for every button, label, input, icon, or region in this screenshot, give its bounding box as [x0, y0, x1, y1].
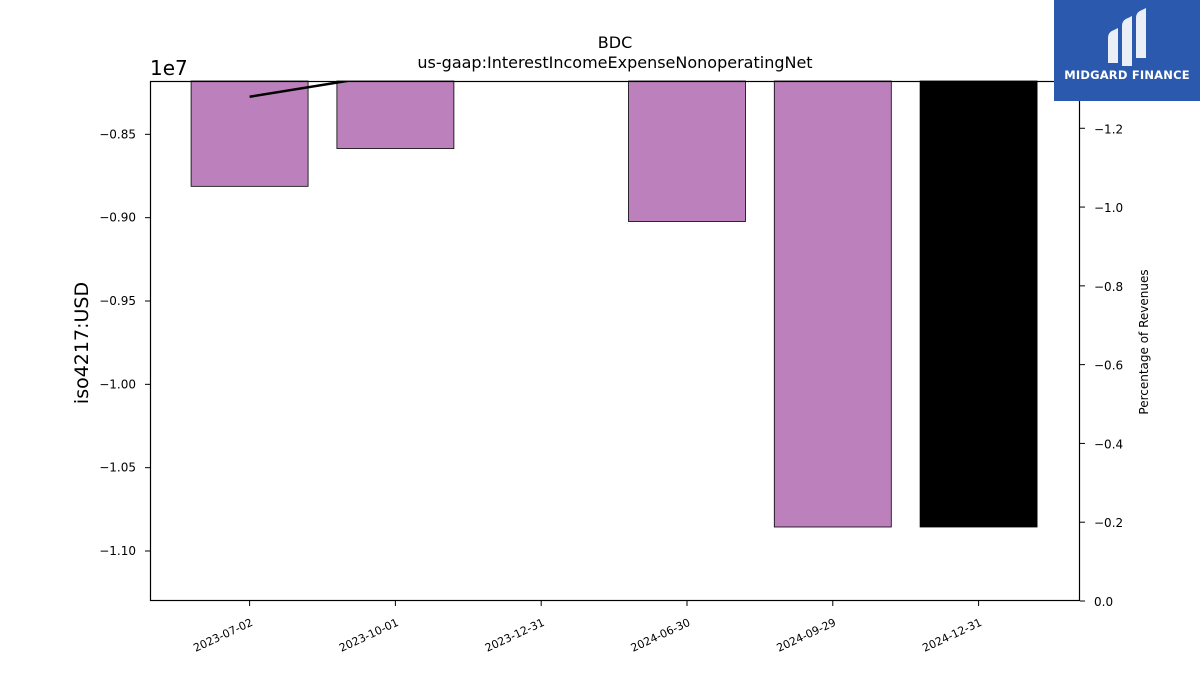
y-tick-label: −0.95 — [99, 294, 136, 308]
bar-2023-10-01 — [336, 80, 455, 149]
y-tick-label: −1.00 — [99, 377, 136, 391]
chart-title: BDC — [598, 33, 632, 52]
y-axis-label: iso4217:USD — [71, 282, 93, 404]
bar-2023-07-02 — [190, 80, 309, 187]
chart-subtitle: us-gaap:InterestIncomeExpenseNonoperatin… — [417, 53, 812, 72]
bar-2024-12-31 — [919, 80, 1038, 528]
x-tick-label: 2023-07-02 — [191, 616, 254, 655]
bar-2024-06-30 — [628, 80, 746, 222]
y2-tick-label: 0.0 — [1094, 595, 1113, 609]
x-tick-label: 2024-09-29 — [775, 616, 838, 655]
y-tick-label: −1.05 — [99, 461, 136, 475]
y2-tick-label: −1.0 — [1094, 201, 1123, 215]
x-tick-label: 2024-06-30 — [629, 616, 692, 655]
y2-tick-label: −0.6 — [1094, 359, 1123, 373]
company-logo: MIDGARD FINANCE — [1054, 0, 1200, 101]
y2-axis-label: Percentage of Revenues — [1137, 269, 1151, 414]
y-tick-label: −0.85 — [99, 127, 136, 141]
revenue-percentage-line — [249, 81, 355, 98]
y2-tick-label: −0.2 — [1094, 516, 1123, 530]
y2-tick-label: −0.8 — [1094, 280, 1123, 294]
y-tick-label: −1.10 — [99, 544, 136, 558]
logo-text: MIDGARD FINANCE — [1064, 68, 1190, 82]
x-tick-label: 2023-10-01 — [337, 616, 400, 655]
bar-2024-09-29 — [773, 80, 892, 528]
y-axis-offset-label: 1e7 — [150, 56, 188, 80]
x-tick-label: 2023-12-31 — [483, 616, 546, 655]
y2-tick-label: −0.4 — [1094, 437, 1123, 451]
logo-mark-icon — [1108, 8, 1146, 66]
x-tick-label: 2024-12-31 — [920, 616, 983, 655]
y-tick-label: −0.90 — [99, 211, 136, 225]
plot-frame — [149, 80, 1081, 602]
y2-tick-label: −1.2 — [1094, 122, 1123, 136]
